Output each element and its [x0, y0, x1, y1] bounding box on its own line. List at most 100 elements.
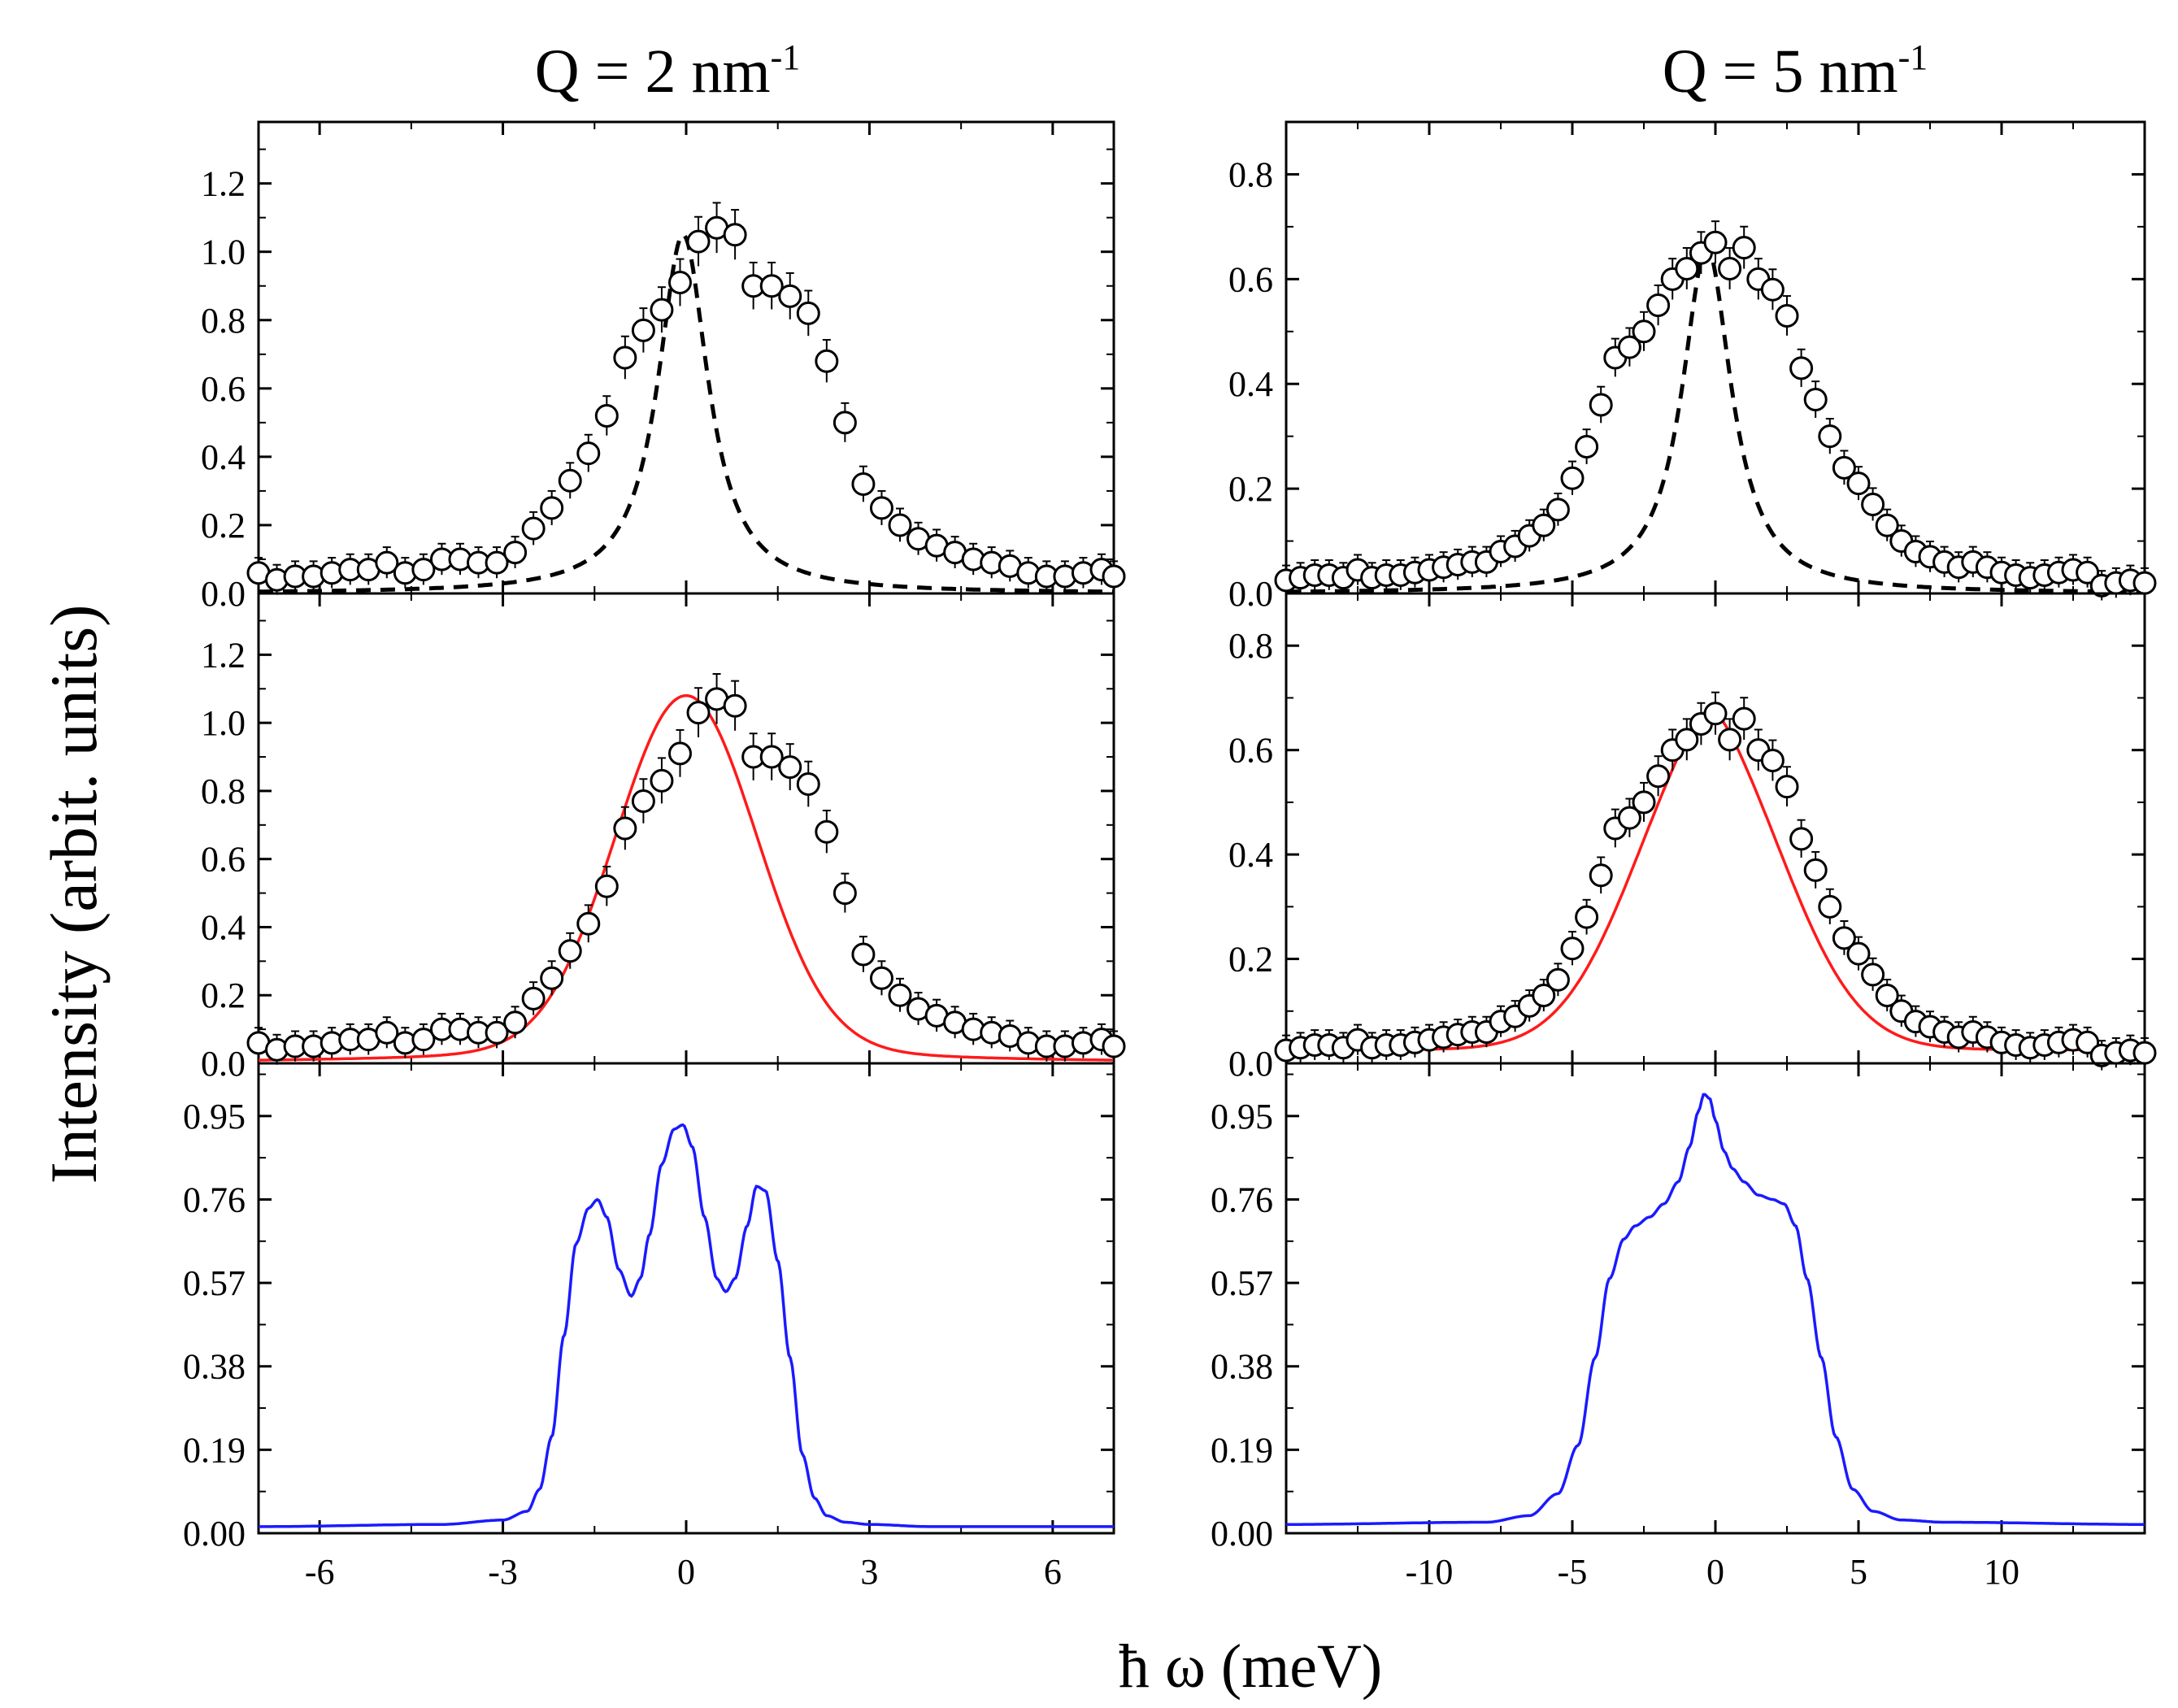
left-panel-0-ytick-label: 0.0 [201, 574, 246, 614]
right-panel-0-ytick-label: 0.0 [1228, 574, 1273, 614]
left-data-point [778, 755, 802, 780]
left-data-point [613, 816, 637, 841]
left-panel-0-ytick-label: 0.4 [201, 437, 246, 477]
right-panel-1-ytick-label: 0.0 [1228, 1044, 1273, 1084]
y-axis-label: Intensity (arbit. units) [37, 605, 111, 1184]
left-data-point [778, 284, 802, 308]
right-data-point [1832, 455, 1856, 480]
right-data-point [1675, 728, 1699, 752]
left-panel-0-ytick-label: 0.2 [201, 506, 246, 545]
right-data-point [1617, 806, 1641, 830]
left-panel-2-ytick-label: 0.19 [183, 1430, 246, 1470]
left-data-point [888, 513, 912, 537]
right-data-point [1760, 277, 1785, 302]
right-panel-2-ytick-label: 0.38 [1211, 1347, 1273, 1387]
right-data-point [1545, 967, 1570, 992]
right-xtick-label: 5 [1850, 1552, 1867, 1592]
left-panel-1-ytick-label: 0.8 [201, 771, 246, 811]
left-data-point [686, 701, 711, 725]
left-data-point [796, 772, 820, 797]
left-data-point [503, 541, 528, 565]
right-data-point [1646, 764, 1671, 789]
right-panel-2-ytick-label: 0.76 [1211, 1180, 1273, 1219]
right-resolution-dashed-curve [1286, 245, 2145, 593]
left-data-point [851, 472, 876, 497]
right-data-point [1861, 492, 1885, 516]
left-data-point [833, 881, 857, 906]
left-data-point [815, 819, 839, 844]
right-panel-0-ytick-label: 0.6 [1228, 259, 1273, 299]
right-panel-2-ytick-label: 0.57 [1211, 1263, 1273, 1303]
left-panel-0-ytick-label: 1.0 [201, 233, 246, 272]
left-panel-1-ytick-label: 1.0 [201, 703, 246, 743]
right-data-point [2076, 560, 2100, 585]
left-panel-2-ytick-label: 0.57 [183, 1263, 246, 1303]
left-data-point [503, 1010, 528, 1035]
right-panel-2-ytick-label: 0.95 [1211, 1097, 1273, 1136]
right-data-point [1732, 706, 1756, 731]
left-panel-0-ytick-label: 1.2 [201, 164, 246, 204]
right-data-point [1775, 303, 1799, 328]
right-xtick-label: -10 [1406, 1552, 1454, 1592]
left-data-point [521, 986, 546, 1010]
right-data-point [1703, 702, 1728, 726]
left-data-point [411, 558, 436, 582]
right-data-point [1818, 424, 1842, 449]
right-panel-2-ytick-label: 0.00 [1211, 1514, 1273, 1554]
right-data-point [1718, 256, 1742, 280]
right-data-point [1675, 256, 1699, 280]
right-dos-curve [1286, 1093, 2145, 1526]
right-data-point [1803, 858, 1828, 882]
right-panel-1-ytick-label: 0.6 [1228, 731, 1273, 771]
right-panel-0-ytick-label: 0.4 [1228, 364, 1273, 404]
right-data-point [1703, 230, 1728, 254]
right-panel-2-ytick-label: 0.19 [1211, 1430, 1273, 1470]
left-data-point [540, 966, 564, 990]
left-panel-2-ytick-label: 0.38 [183, 1347, 246, 1387]
right-data-point [1861, 963, 1885, 987]
right-column: Q = 5 nm-1 0.00.20.40.60.8 0.00.20.40.60… [1211, 37, 2157, 1592]
right-data-point [1732, 236, 1756, 260]
left-data-point [576, 441, 601, 466]
right-data-point [2132, 571, 2157, 595]
left-panel-1-ytick-label: 0.4 [201, 907, 246, 947]
left-data-point [759, 745, 784, 769]
right-data-point [1832, 926, 1856, 950]
left-title: Q = 2 nm-1 [535, 37, 801, 106]
left-dos-curve [259, 1123, 1114, 1528]
x-axis-label: ħ ω (meV) [1119, 1632, 1382, 1701]
left-data-point [631, 318, 655, 342]
left-data-point [796, 301, 820, 325]
left-column: Q = 2 nm-1 0.00.20.40.60.81.01.2 0.00.20… [183, 37, 1126, 1592]
left-panel-1-ytick-label: 0.2 [201, 976, 246, 1015]
left-data-point [540, 496, 564, 520]
right-data-point [1589, 393, 1613, 417]
right-data-point [1545, 498, 1570, 522]
right-panel-0-ytick-label: 0.2 [1228, 469, 1273, 509]
right-data-point [1760, 749, 1785, 773]
right-xtick-label: -5 [1558, 1552, 1588, 1592]
left-data-point [594, 874, 619, 898]
right-xtick-label: 10 [1984, 1552, 2019, 1592]
right-data-point [1789, 827, 1814, 851]
left-data-point [411, 1028, 436, 1052]
left-data-point [521, 516, 546, 541]
left-top-panel: 0.0 0.2 0.4 0.6 0.8 1.0 1.2 [201, 120, 1126, 614]
right-data-point [1589, 863, 1613, 888]
left-data-point [558, 939, 582, 963]
left-data-point [375, 550, 399, 575]
left-xtick-label: 0 [677, 1552, 695, 1592]
left-data-point [851, 942, 876, 967]
left-data-point [686, 229, 711, 254]
left-xtick-label: -3 [488, 1552, 518, 1592]
left-panel-1-ytick-label: 0.6 [201, 840, 246, 880]
right-panel-1-ytick-label: 0.8 [1228, 626, 1273, 666]
left-data-point [888, 983, 912, 1007]
right-bottom-panel: 0.00 0.19 0.38 0.57 0.76 0.95 -10 -5 0 5 10 [1211, 1062, 2146, 1592]
left-data-point [631, 789, 655, 813]
left-data-point [613, 346, 637, 370]
right-data-point [1532, 984, 1556, 1008]
right-panel-1-ytick-label: 0.2 [1228, 940, 1273, 980]
left-data-point [869, 966, 893, 990]
